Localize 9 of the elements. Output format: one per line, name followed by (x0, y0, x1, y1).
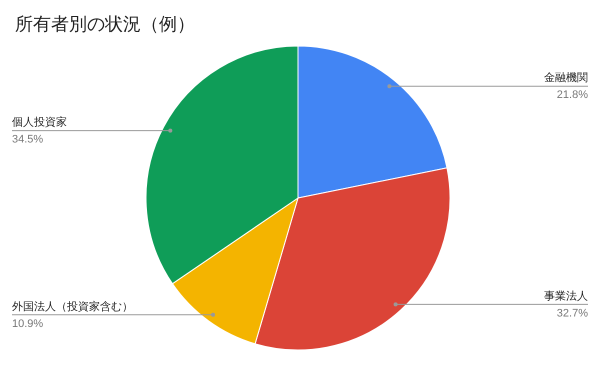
chart-title: 所有者別の状況（例） (15, 14, 195, 34)
slice-label: 事業法人 (544, 289, 588, 302)
data-label: 32.7% (556, 307, 588, 320)
data-label: 34.5% (12, 134, 44, 146)
slice-label: 個人投資家 (12, 116, 67, 129)
data-label: 21.8% (556, 89, 588, 102)
slice-label: 外国法人（投資家含む） (12, 300, 133, 313)
slice-label: 金融機関 (544, 72, 588, 84)
data-label: 10.9% (12, 318, 44, 330)
